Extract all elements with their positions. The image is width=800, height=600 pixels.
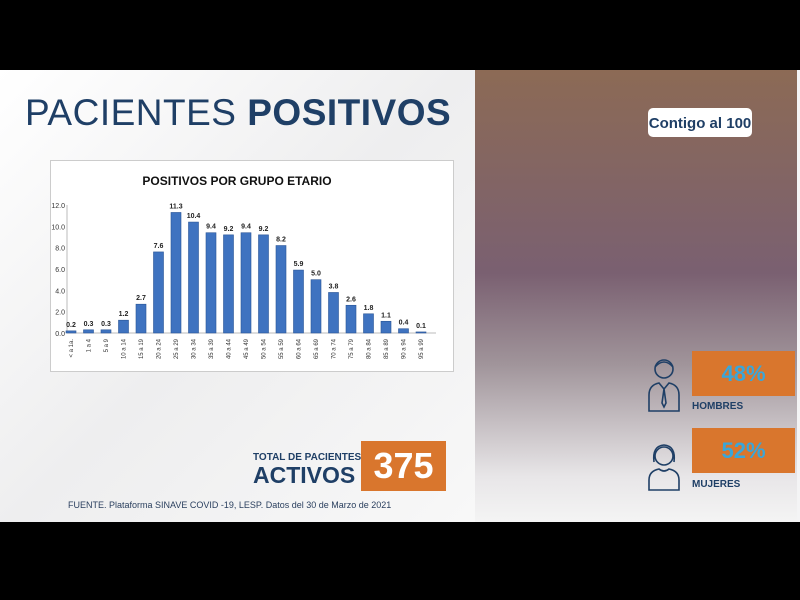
y-tick-label: 0.0 xyxy=(55,331,65,338)
title-bold: POSITIVOS xyxy=(247,92,452,133)
title-light: PACIENTES xyxy=(25,92,248,133)
data-label: 8.2 xyxy=(276,237,286,244)
bar xyxy=(258,234,269,334)
x-tick-label: 15 a 19 xyxy=(139,338,145,359)
bar xyxy=(153,251,164,334)
bar xyxy=(83,329,94,334)
woman-icon xyxy=(648,444,680,491)
data-label: 0.3 xyxy=(84,321,94,328)
page-title: PACIENTES POSITIVOS xyxy=(25,92,451,134)
bar xyxy=(100,329,112,334)
x-tick-label: 35 a 39 xyxy=(209,338,215,359)
women-label: MUJERES xyxy=(692,479,741,490)
data-label: 9.4 xyxy=(206,224,216,231)
data-label: 2.6 xyxy=(346,296,356,303)
data-label: 0.1 xyxy=(416,323,426,330)
contigo-logo: Contigo al 100 xyxy=(648,108,752,137)
bar xyxy=(65,330,77,334)
x-tick-label: 30 a 34 xyxy=(192,338,198,359)
men-label: HOMBRES xyxy=(692,401,744,412)
y-tick-label: 2.0 xyxy=(55,310,65,317)
x-tick-label: 10 a 14 xyxy=(122,338,128,359)
x-tick-label: 40 a 44 xyxy=(227,338,233,359)
x-tick-label: 45 a 49 xyxy=(244,338,250,359)
data-label: 1.8 xyxy=(364,305,374,312)
x-tick-label: < a 1a. xyxy=(69,339,75,358)
bar xyxy=(398,328,409,334)
bar xyxy=(293,269,304,334)
data-label: 3.8 xyxy=(329,283,339,290)
x-tick-label: 50 a 54 xyxy=(262,338,268,359)
x-tick-label: 5 a 9 xyxy=(104,338,110,352)
total-label-small: TOTAL DE PACIENTES xyxy=(253,452,362,463)
men-percentage: 48% xyxy=(692,351,795,396)
y-tick-label: 6.0 xyxy=(55,267,65,274)
photo-panel: Contigo al 100 48% HOMBRES 52% MUJERES xyxy=(475,70,797,522)
data-label: 11.3 xyxy=(169,203,182,210)
y-tick-label: 10.0 xyxy=(51,224,65,231)
data-label: 9.2 xyxy=(259,226,269,233)
bar xyxy=(275,245,287,334)
data-label: 7.6 xyxy=(154,243,164,250)
bar xyxy=(240,232,252,334)
chart-title: POSITIVOS POR GRUPO ETARIO xyxy=(142,174,331,188)
data-label: 10.4 xyxy=(187,213,201,220)
bar xyxy=(380,320,392,334)
bar xyxy=(310,279,322,334)
bar xyxy=(328,292,339,334)
y-tick-label: 4.0 xyxy=(55,288,65,295)
y-tick-label: 8.0 xyxy=(55,246,65,253)
x-tick-label: 55 a 59 xyxy=(279,338,285,359)
x-tick-label: 85 a 89 xyxy=(384,338,390,359)
bar xyxy=(363,313,374,334)
bar xyxy=(135,303,147,334)
data-label: 0.3 xyxy=(101,321,111,328)
data-label: 5.9 xyxy=(294,261,304,268)
total-value: 375 xyxy=(361,441,446,491)
x-tick-label: 1 a 4 xyxy=(87,338,93,352)
x-tick-label: 90 a 94 xyxy=(402,338,408,359)
slide: PACIENTES POSITIVOS POSITIVOS POR GRUPO … xyxy=(0,70,800,522)
x-tick-label: 95 a 99 xyxy=(419,338,425,359)
bar xyxy=(118,319,129,334)
x-tick-label: 65 a 69 xyxy=(314,338,320,359)
bar xyxy=(345,304,357,334)
man-icon xyxy=(648,359,680,412)
data-label: 1.2 xyxy=(119,311,129,318)
bar xyxy=(170,212,182,334)
total-label-big: ACTIVOS xyxy=(253,462,356,488)
bar xyxy=(205,232,217,334)
bar xyxy=(223,234,234,334)
x-tick-label: 25 a 29 xyxy=(174,338,180,359)
x-tick-label: 20 a 24 xyxy=(157,338,163,359)
bar xyxy=(415,331,427,334)
total-label: TOTAL DE PACIENTES ACTIVOS xyxy=(253,452,361,487)
data-label: 0.2 xyxy=(66,322,76,329)
y-tick-label: 12.0 xyxy=(51,203,65,210)
data-label: 0.4 xyxy=(399,320,409,327)
data-label: 2.7 xyxy=(136,295,146,302)
bar xyxy=(188,221,199,334)
x-tick-label: 70 a 74 xyxy=(332,338,338,359)
source-footer: FUENTE. Plataforma SINAVE COVID -19, LES… xyxy=(68,500,392,510)
chart: POSITIVOS POR GRUPO ETARIO 0.0 2.0 4.0 6.0 8.… xyxy=(50,160,454,372)
x-tick-label: 60 a 64 xyxy=(297,338,303,359)
data-label: 1.1 xyxy=(381,312,391,319)
data-label: 5.0 xyxy=(311,271,321,278)
women-percentage: 52% xyxy=(692,428,795,473)
data-label: 9.2 xyxy=(224,226,234,233)
chart-svg: POSITIVOS POR GRUPO ETARIO 0.0 2.0 4.0 6.0 8.… xyxy=(51,174,436,359)
x-tick-label: 75 a 79 xyxy=(349,338,355,359)
x-tick-label: 80 a 84 xyxy=(367,338,373,359)
left-panel: PACIENTES POSITIVOS POSITIVOS POR GRUPO … xyxy=(0,70,475,522)
data-label: 9.4 xyxy=(241,224,251,231)
